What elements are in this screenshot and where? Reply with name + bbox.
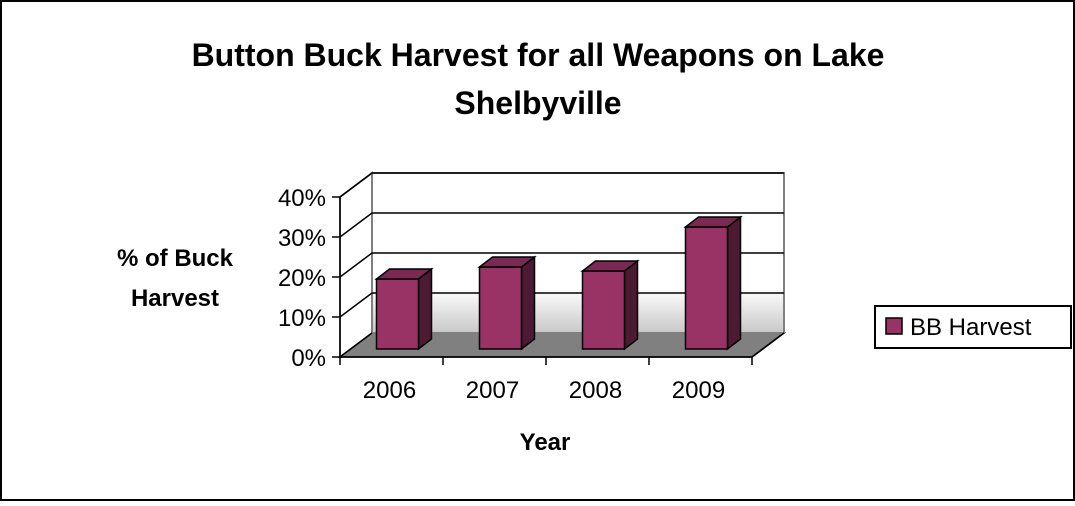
bar-top — [374, 268, 434, 280]
x-axis-title: Year — [520, 429, 571, 456]
y-tick-label: 20% — [278, 265, 326, 292]
x-tick-label: 2008 — [569, 377, 622, 404]
floor-right-edge — [751, 332, 785, 358]
y-tick-label: 10% — [278, 305, 326, 332]
bar — [581, 270, 626, 350]
side-gridline — [339, 212, 373, 238]
chart-title-line-2: Shelbyville — [454, 85, 621, 121]
side-gridline — [339, 172, 373, 198]
legend-label: BB Harvest — [910, 314, 1032, 341]
chart-title-line-1: Button Buck Harvest for all Weapons on L… — [192, 37, 885, 73]
bar-top — [683, 216, 743, 228]
y-tick-label: 0% — [291, 345, 326, 372]
side-gridline — [339, 252, 373, 278]
legend-box — [874, 305, 1072, 349]
bar — [478, 266, 523, 350]
legend: BB Harvest — [874, 305, 1072, 349]
side-gridline — [339, 292, 373, 318]
y-axis-title-line-2: Harvest — [131, 285, 219, 312]
bar-side — [520, 255, 536, 351]
plot-area: 0% 10% 20% 30% 40% 2006 2007 2008 2009 — [278, 171, 787, 404]
y-axis-title-line-1: % of Buck — [117, 245, 234, 272]
bar — [684, 226, 729, 350]
x-tick-label: 2007 — [466, 377, 519, 404]
y-tick-label: 40% — [278, 185, 326, 212]
bar-side — [726, 215, 742, 351]
x-tick-label: 2009 — [672, 377, 725, 404]
y-tick-label: 30% — [278, 225, 326, 252]
side-gridline — [339, 332, 373, 358]
bar-top — [580, 260, 640, 272]
bar — [375, 278, 420, 350]
x-tick-label: 2006 — [363, 377, 416, 404]
legend-swatch — [885, 317, 903, 335]
bar-top — [477, 256, 537, 268]
bar-side — [623, 259, 639, 351]
bar-side — [417, 267, 433, 351]
